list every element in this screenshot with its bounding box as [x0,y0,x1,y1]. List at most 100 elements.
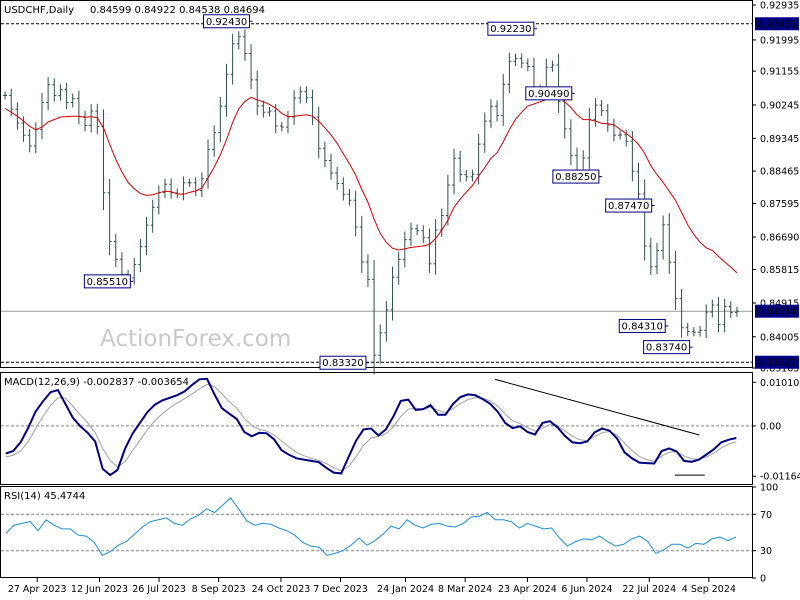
ohlc-bar [513,53,518,66]
annotation-text: 0.88250 [555,172,596,183]
ohlc-bar [218,96,223,142]
ohlc-bar [101,109,106,211]
macd-tick-label: 0.00 [760,421,781,432]
macd-tick-label: 0.010101 [760,378,800,389]
price-annotations: 0.85510 0.92430 0.83320 0.92230 0.90490 0.882… [83,14,693,370]
ohlc-bar [298,86,303,104]
ohlc-bar [654,243,659,275]
price-annotation: 0.88250 [552,169,602,184]
rsi-tick-label: 100 [760,483,778,494]
ohlc-bar [230,33,235,85]
ohlc-bar [550,60,555,72]
ohlc-bar [83,110,88,132]
rsi-label: RSI(14) 45.4744 [4,491,85,502]
ohlc-bar [648,237,653,276]
y-tick-label: 0.92935 [760,1,799,12]
ohlc-bar [704,304,709,339]
ohlc-bar [316,106,321,159]
ohlc-bar [427,228,432,274]
ohlc-bar [667,213,672,274]
price-tag-label: 0.92430 [757,19,796,30]
ohlc-bar [285,110,290,134]
ohlc-bar [46,77,51,111]
ohlc-bar [199,172,204,198]
price-annotation: 0.92230 [487,21,537,36]
price-panel-frame [0,0,753,368]
ohlc-bar [396,251,401,285]
ohlc-bar [415,224,420,236]
macd-trendline [494,378,700,436]
ohlc-bar [642,179,647,261]
ohlc-bar [611,118,616,142]
moving-average-line [4,93,738,274]
price-tag-label: 0.84694 [757,307,796,318]
ohlc-bar [27,128,32,153]
ohlc-bar [279,121,284,132]
ohlc-bar [685,322,690,337]
ohlc-bar [378,324,383,364]
ohlc-bar [347,189,352,206]
price-annotation: 0.83320 [319,355,369,370]
ohlc-bar [353,190,358,237]
macd-panel-frame [0,372,753,485]
rsi-tick-label: 70 [760,510,772,521]
ohlc-bar [568,119,573,166]
ohlc-bar [384,301,389,342]
macd-tick-label: -0.011645 [760,472,800,483]
ohlc-bar [224,63,229,117]
ohlc-bar [322,141,327,168]
ohlc-bar [691,327,696,337]
ohlc-bar [107,178,112,256]
ohlc-bar [636,162,641,203]
ohlc-bar [587,107,592,170]
x-tick-label: 23 Apr 2024 [498,584,557,595]
watermark: ActionForex.com [100,326,291,352]
ohlc-bar [734,307,739,317]
ohlc-bar [525,58,530,72]
ohlc-bar [335,166,340,190]
x-tick-label: 8 Sep 2023 [192,584,246,595]
price-tag-box [755,17,799,31]
x-tick-label: 8 Mar 2024 [438,584,492,595]
macd-signal-line [5,383,737,472]
ohlc-bar [150,199,155,233]
x-tick-label: 24 Jan 2024 [377,584,434,595]
macd-line [5,377,737,477]
ohlc-bar [156,185,161,215]
ohlc-bar [698,325,703,337]
ohlc-bar [372,260,377,375]
ohlc-bar [206,139,211,189]
ohlc-bar [710,299,715,318]
ohlc-bar [408,222,413,246]
ohlc-bar [630,131,635,182]
ohlc-bar [673,250,678,311]
ohlc-bar [488,99,493,129]
ohlc-bar [501,73,506,126]
price-tag-box [755,304,799,318]
ohlc-bar [162,178,167,199]
price-tag: 0.83320 [755,355,799,369]
x-tick-label: 26 Jul 2023 [132,584,186,595]
price-tag-box [755,355,799,369]
y-tick-label: 0.91995 [760,35,799,46]
ohlc-bar [212,125,217,157]
ohlc-bar [292,90,297,125]
ohlc-bar [599,99,604,116]
annotation-text: 0.83740 [646,343,687,354]
x-tick-label: 7 Dec 2023 [313,584,368,595]
ohlc-bar [556,53,561,113]
ohlc-bar [304,86,309,103]
annotation-text: 0.90490 [528,89,569,100]
price-tag-label: 0.83320 [757,358,796,369]
ohlc-bar [181,176,186,201]
price-y-axis: 0.92935 0.91995 0.91155 0.90245 0.89345 0.884… [752,1,799,375]
ohlc-bar [193,177,198,197]
ohlc-bar [624,129,629,147]
ohlc-bar [39,93,44,140]
symbol-label: USDCHF,Daily [4,5,74,16]
y-tick-label: 0.88465 [760,167,799,178]
rsi-tick-label: 30 [760,546,772,557]
ohlc-bar [605,103,610,132]
ohlc-bar [52,78,57,102]
ohlc-bar [187,178,192,187]
